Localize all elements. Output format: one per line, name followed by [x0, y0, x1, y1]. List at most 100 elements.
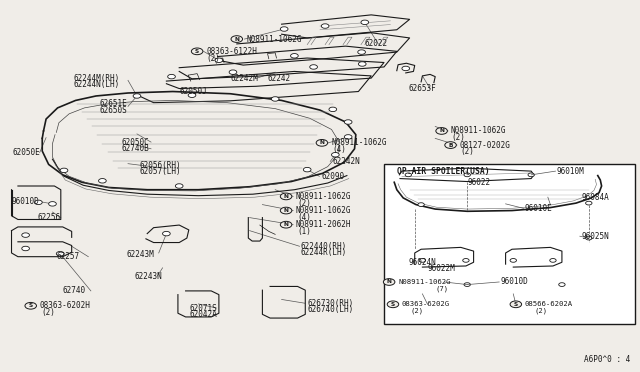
Circle shape — [344, 135, 352, 139]
Text: (2): (2) — [206, 54, 220, 63]
Text: N08911-2062H: N08911-2062H — [296, 220, 351, 229]
Text: 62243N: 62243N — [134, 272, 162, 280]
Text: N: N — [234, 36, 239, 42]
Text: 62257: 62257 — [56, 252, 79, 261]
Text: A6P0^0 : 4: A6P0^0 : 4 — [584, 355, 630, 364]
Circle shape — [310, 65, 317, 69]
Text: 08127-0202G: 08127-0202G — [460, 141, 510, 150]
Text: 62057(LH): 62057(LH) — [140, 167, 181, 176]
Text: N08911-1062G: N08911-1062G — [296, 192, 351, 201]
Circle shape — [559, 283, 565, 286]
Text: OP:AIR SPOILER(USA): OP:AIR SPOILER(USA) — [397, 167, 490, 176]
Circle shape — [280, 27, 288, 31]
Text: 62050J: 62050J — [179, 87, 207, 96]
Circle shape — [280, 193, 292, 200]
Circle shape — [402, 66, 410, 71]
Circle shape — [464, 283, 470, 286]
Text: 96022: 96022 — [467, 178, 490, 187]
Circle shape — [419, 259, 426, 262]
Circle shape — [303, 167, 311, 172]
Circle shape — [510, 259, 516, 262]
Circle shape — [22, 246, 29, 251]
Circle shape — [510, 301, 522, 308]
Circle shape — [56, 251, 64, 256]
Circle shape — [445, 142, 456, 148]
Text: 62242N: 62242N — [333, 157, 360, 166]
Text: N08911-1062G: N08911-1062G — [246, 35, 302, 44]
Circle shape — [321, 24, 329, 28]
Circle shape — [188, 93, 196, 97]
Circle shape — [191, 48, 203, 55]
Text: 62022: 62022 — [365, 39, 388, 48]
Circle shape — [99, 179, 106, 183]
Text: 622440(RH): 622440(RH) — [301, 242, 347, 251]
Text: 626730(RH): 626730(RH) — [307, 299, 353, 308]
Circle shape — [231, 36, 243, 42]
Circle shape — [168, 74, 175, 79]
Text: 62650S: 62650S — [99, 106, 127, 115]
Text: 62242M: 62242M — [230, 74, 258, 83]
Circle shape — [358, 50, 365, 54]
Text: (2): (2) — [461, 147, 475, 156]
Circle shape — [344, 120, 352, 124]
Circle shape — [361, 20, 369, 25]
Text: N08911-1062G: N08911-1062G — [296, 206, 351, 215]
Circle shape — [405, 173, 412, 177]
Text: 62243M: 62243M — [127, 250, 154, 259]
Text: 62056(RH): 62056(RH) — [140, 161, 181, 170]
Text: 62050E: 62050E — [13, 148, 40, 157]
Text: (2): (2) — [411, 308, 424, 314]
Circle shape — [383, 279, 395, 285]
Circle shape — [215, 58, 223, 62]
Text: 62740: 62740 — [63, 286, 86, 295]
Text: N08911-1062G: N08911-1062G — [398, 279, 451, 285]
Circle shape — [49, 202, 56, 206]
Text: 08363-6122H: 08363-6122H — [206, 47, 257, 56]
Text: S: S — [391, 302, 395, 307]
Circle shape — [280, 207, 292, 214]
Text: 62042A: 62042A — [189, 310, 217, 319]
Text: N08911-1062G: N08911-1062G — [451, 126, 506, 135]
Text: 96025N: 96025N — [581, 232, 609, 241]
Circle shape — [387, 301, 399, 308]
Text: (2): (2) — [42, 308, 56, 317]
Bar — [384, 164, 635, 324]
Text: 62244R(LH): 62244R(LH) — [301, 248, 347, 257]
Text: N: N — [284, 194, 289, 199]
Text: N: N — [284, 222, 289, 227]
Text: 62244M(RH): 62244M(RH) — [74, 74, 120, 83]
Circle shape — [291, 54, 298, 58]
Text: 62071S: 62071S — [189, 304, 217, 312]
Circle shape — [35, 200, 42, 205]
Text: 08363-6202G: 08363-6202G — [402, 301, 450, 307]
Circle shape — [22, 233, 29, 237]
Text: N: N — [319, 140, 324, 145]
Text: 96010E: 96010E — [525, 204, 552, 213]
Text: 62653F: 62653F — [408, 84, 436, 93]
Circle shape — [329, 107, 337, 112]
Circle shape — [280, 221, 292, 228]
Text: (2): (2) — [452, 133, 466, 142]
Text: 96010D: 96010D — [500, 278, 528, 286]
Text: 62090: 62090 — [322, 172, 345, 181]
Circle shape — [60, 168, 68, 173]
Circle shape — [133, 94, 141, 98]
Circle shape — [436, 128, 447, 134]
Text: S: S — [514, 302, 518, 307]
Text: 08566-6202A: 08566-6202A — [525, 301, 573, 307]
Text: 62244N(LH): 62244N(LH) — [74, 80, 120, 89]
Circle shape — [586, 236, 592, 240]
Text: N: N — [284, 208, 289, 213]
Text: (1): (1) — [297, 227, 311, 236]
Circle shape — [332, 153, 339, 157]
Text: 626740(LH): 626740(LH) — [307, 305, 353, 314]
Text: S: S — [29, 303, 33, 308]
Circle shape — [358, 62, 366, 66]
Circle shape — [175, 184, 183, 188]
Text: (7): (7) — [435, 285, 449, 292]
Text: 08363-6202H: 08363-6202H — [40, 301, 90, 310]
Circle shape — [271, 97, 279, 101]
Text: 96024N: 96024N — [408, 258, 436, 267]
Circle shape — [550, 259, 556, 262]
Text: 96010D: 96010D — [12, 197, 39, 206]
